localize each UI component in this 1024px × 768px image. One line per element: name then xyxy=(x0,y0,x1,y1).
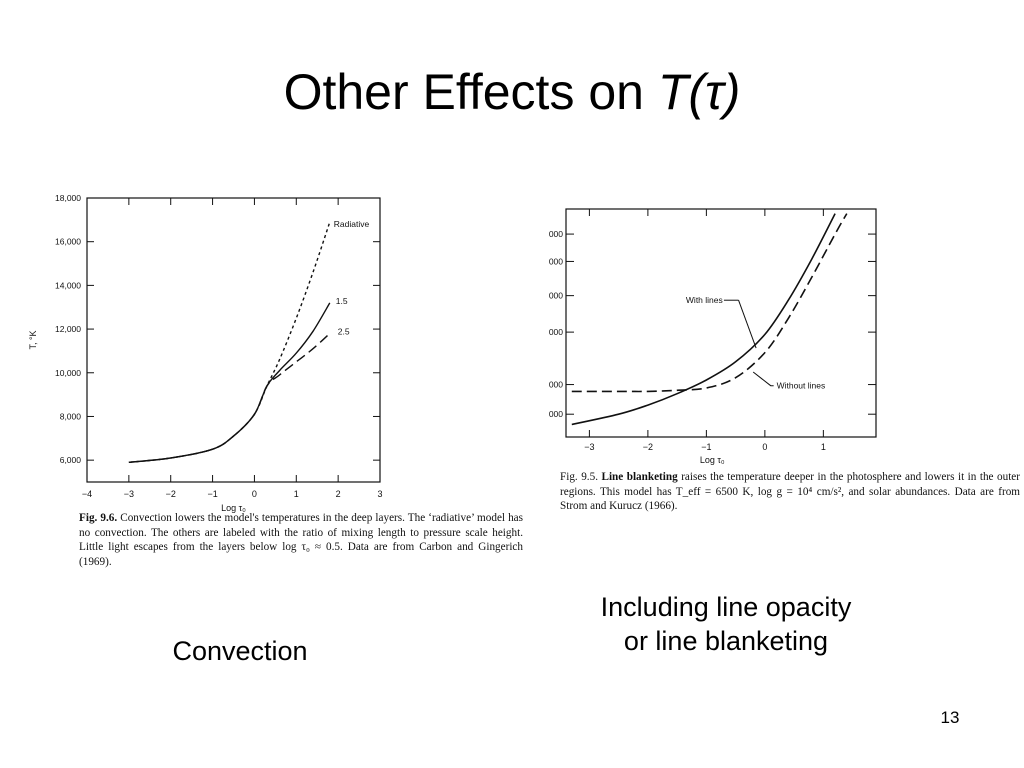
x-tick-label: 3 xyxy=(377,489,382,499)
y-tick-label: 18,000 xyxy=(55,193,81,203)
caption-text: Convection lowers the model's temperatur… xyxy=(79,512,523,568)
x-tick-label: −1 xyxy=(207,489,217,499)
caption-figno: Fig. 9.6. xyxy=(79,512,118,524)
y-tick-label: 000 xyxy=(549,380,563,390)
page-number: 13 xyxy=(940,708,960,727)
x-axis-label: Log τ₀ xyxy=(700,455,725,465)
series-line-2-5 xyxy=(128,332,331,463)
y-tick-label: 8,000 xyxy=(60,411,82,421)
series-line-with-lines xyxy=(571,213,836,426)
series-line-1-5 xyxy=(128,302,331,463)
y-tick-label: 16,000 xyxy=(55,237,81,247)
title-text: Other Effects on xyxy=(283,64,658,120)
series-label: Without lines xyxy=(777,381,826,391)
chart-convection: −4 −3 −2 −1 0 1 2 3 6,000 8,000 10,000 12,000 14,000… xyxy=(28,193,383,513)
y-tick-label: 6,000 xyxy=(60,455,82,465)
x-tick-label: −2 xyxy=(643,442,653,452)
plot-frame xyxy=(86,197,381,483)
figure-line-blanketing: −3 −2 −1 0 1 000 000 000 000 000 000 Log τ₀ With lin… xyxy=(536,195,1024,525)
y-tick-label: 12,000 xyxy=(55,324,81,334)
x-tick-label: 1 xyxy=(821,442,826,452)
x-tick-label: −3 xyxy=(584,442,594,452)
y-tick-label: 10,000 xyxy=(55,368,81,378)
y-tick-label: 14,000 xyxy=(55,280,81,290)
series-label: Radiative xyxy=(334,219,370,229)
x-tick-label: −1 xyxy=(701,442,711,452)
label-line-2: or line blanketing xyxy=(623,626,829,656)
x-axis-label: Log τ₀ xyxy=(221,503,246,513)
title-math: T(τ) xyxy=(657,64,741,120)
series-label: 2.5 xyxy=(338,326,350,336)
x-tick-label: 2 xyxy=(336,489,341,499)
chart-line-blanketing: −3 −2 −1 0 1 000 000 000 000 000 000 Log τ₀ With lin… xyxy=(549,208,877,465)
leader-line xyxy=(752,371,774,387)
y-tick-label: 000 xyxy=(549,256,563,266)
y-tick-label: 000 xyxy=(549,327,563,337)
y-tick-label: 000 xyxy=(549,229,563,239)
x-tick-label: −3 xyxy=(124,489,134,499)
series-label: 1.5 xyxy=(336,296,348,306)
caption-fig-9-6: Fig. 9.6. Convection lowers the model's … xyxy=(79,511,523,569)
series-line-radiative xyxy=(128,221,331,463)
x-tick-label: 1 xyxy=(294,489,299,499)
series-line-without-lines xyxy=(571,213,848,393)
y-axis-label: T, °K xyxy=(28,330,38,349)
x-tick-label: 0 xyxy=(252,489,257,499)
x-tick-label: 0 xyxy=(762,442,767,452)
y-tick-label: 000 xyxy=(549,409,563,419)
caption-fig-9-5: Fig. 9.5. Line blanketing raises the tem… xyxy=(560,470,1020,514)
y-tick-label: 000 xyxy=(549,291,563,301)
series-label: With lines xyxy=(686,295,723,305)
leader-line xyxy=(738,300,757,349)
figure-convection: −4 −3 −2 −1 0 1 2 3 6,000 8,000 10,000 12,000 14,000… xyxy=(12,172,532,582)
caption-text: raises the temperature deeper in the pho… xyxy=(560,471,1020,512)
label-line-blanketing: Including line opacity or line blanketin… xyxy=(546,590,906,658)
caption-bold: Line blanketing xyxy=(601,471,678,483)
x-tick-label: −4 xyxy=(82,489,92,499)
caption-figno: Fig. 9.5. xyxy=(560,471,598,483)
x-tick-label: −2 xyxy=(166,489,176,499)
plot-frame xyxy=(565,208,877,438)
slide-title: Other Effects on T(τ) xyxy=(0,62,1024,122)
label-line-1: Including line opacity xyxy=(600,592,852,622)
label-convection: Convection xyxy=(172,636,308,666)
